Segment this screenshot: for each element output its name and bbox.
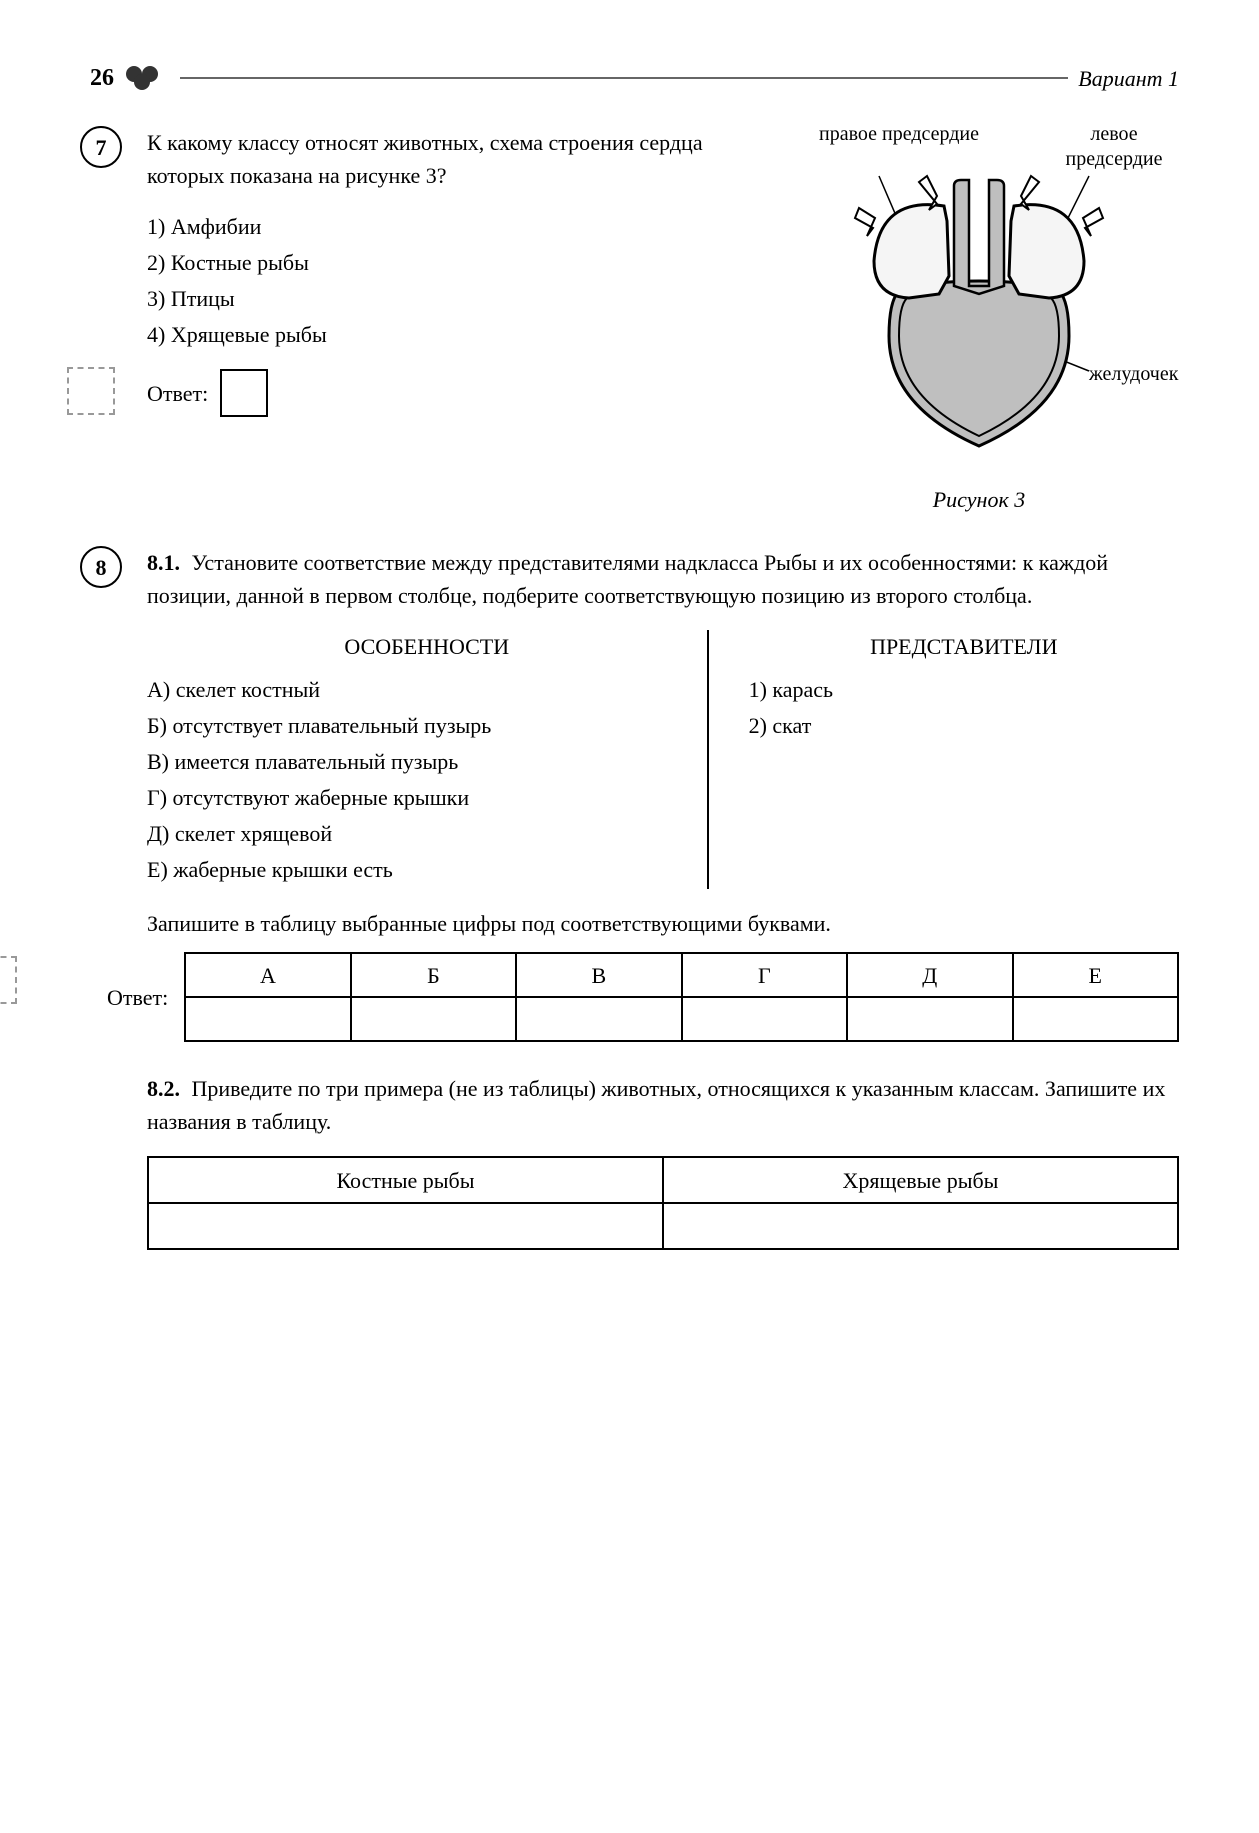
q8-left-E: Е) жаберные крышки есть: [147, 853, 707, 886]
q8-th-A: А: [185, 953, 350, 997]
q8-cell-G[interactable]: [682, 997, 847, 1041]
page-header: 26 Вариант 1: [50, 60, 1179, 96]
q8-cell-V[interactable]: [516, 997, 681, 1041]
q7-answer-label: Ответ:: [147, 377, 208, 410]
q7-answer-box[interactable]: [220, 369, 268, 417]
q8-th-D: Д: [847, 953, 1012, 997]
q8-class-table: Костные рыбы Хрящевые рыбы: [147, 1156, 1179, 1250]
q7-option-3: 3) Птицы: [147, 282, 759, 315]
q8-answer-table: А Б В Г Д Е: [184, 952, 1179, 1042]
label-left-atrium: левое предсердие: [1049, 122, 1179, 172]
q8-right-2: 2) скат: [749, 709, 1179, 742]
q7-prompt: К какому классу относят животных, схема …: [147, 126, 759, 192]
question-7: 7 К какому классу относят животных, схем…: [50, 126, 1179, 516]
q8-cell-A[interactable]: [185, 997, 350, 1041]
page-number: 26: [90, 60, 114, 96]
q8-left-A: А) скелет костный: [147, 673, 707, 706]
q8-th-G: Г: [682, 953, 847, 997]
q8-cell-B[interactable]: [351, 997, 516, 1041]
class-th-cartilaginous: Хрящевые рыбы: [663, 1157, 1178, 1203]
q7-margin-marker: [67, 367, 115, 415]
q7-option-1: 1) Амфибии: [147, 210, 759, 243]
header-rule: [180, 77, 1068, 79]
q7-diagram-caption: Рисунок 3: [779, 483, 1179, 516]
q8-cell-E[interactable]: [1013, 997, 1178, 1041]
class-cell-bony[interactable]: [148, 1203, 663, 1249]
q8-instruction: Запишите в таблицу выбранные цифры под с…: [147, 907, 1179, 940]
q7-option-2: 2) Костные рыбы: [147, 246, 759, 279]
q8-2: 8.2. Приведите по три примера (не из таб…: [147, 1072, 1179, 1250]
q8-left-B: Б) отсутствует плавательный пузырь: [147, 709, 707, 742]
label-right-atrium: правое предсердие: [819, 122, 979, 147]
q8-left-D: Д) скелет хрящевой: [147, 817, 707, 850]
q8-columns: ОСОБЕННОСТИ А) скелет костный Б) отсутст…: [147, 630, 1179, 889]
q8-left-title: ОСОБЕННОСТИ: [147, 630, 707, 663]
q7-diagram: правое предсердие левое предсердие: [779, 126, 1179, 516]
question-8: 8 8.1. Установите соответствие между пре…: [50, 546, 1179, 1250]
class-cell-cartilaginous[interactable]: [663, 1203, 1178, 1249]
heart-diagram-svg: [779, 126, 1179, 466]
q8-1-text: 8.1. Установите соответствие между предс…: [147, 546, 1179, 612]
q7-options: 1) Амфибии 2) Костные рыбы 3) Птицы 4) Х…: [147, 210, 759, 351]
q8-left-G: Г) отсутствуют жаберные крышки: [147, 781, 707, 814]
q8-margin-marker: [0, 956, 17, 1004]
q8-th-V: В: [516, 953, 681, 997]
class-th-bony: Костные рыбы: [148, 1157, 663, 1203]
q8-th-E: Е: [1013, 953, 1178, 997]
label-ventricle: желудочек: [1089, 362, 1178, 387]
q8-left-V: В) имеется плавательный пузырь: [147, 745, 707, 778]
clover-icon: [124, 64, 160, 92]
q8-cell-D[interactable]: [847, 997, 1012, 1041]
q8-th-B: Б: [351, 953, 516, 997]
q8-number: 8: [80, 546, 122, 588]
variant-label: Вариант 1: [1078, 62, 1179, 95]
q8-right-title: ПРЕДСТАВИТЕЛИ: [749, 630, 1179, 663]
q8-right-1: 1) карась: [749, 673, 1179, 706]
q8-answer-label: Ответ:: [107, 981, 168, 1014]
q7-option-4: 4) Хрящевые рыбы: [147, 318, 759, 351]
q7-number: 7: [80, 126, 122, 168]
